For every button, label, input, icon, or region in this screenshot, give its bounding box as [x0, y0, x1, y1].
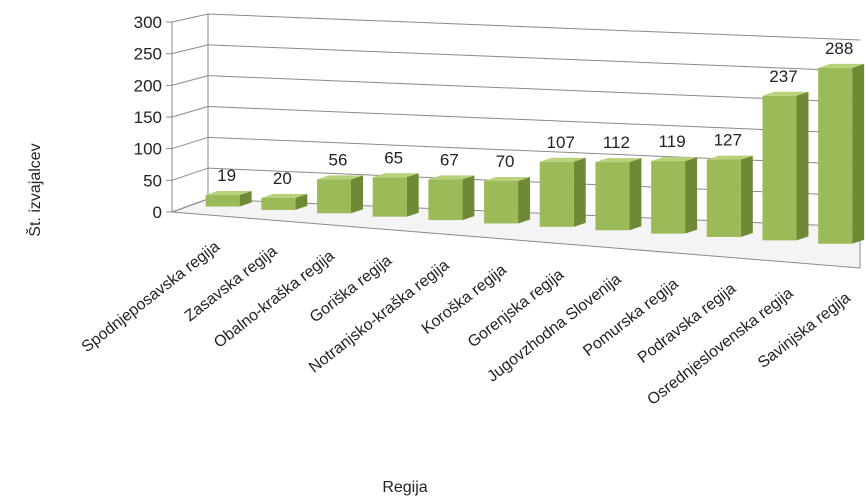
x-axis-title: Regija	[382, 479, 427, 496]
chart-walls	[171, 14, 861, 269]
bar-top	[818, 63, 865, 68]
category-label: Obalno-kraška regija	[211, 247, 338, 351]
gridline-side	[171, 44, 209, 55]
bar	[595, 158, 642, 231]
bar-front	[372, 177, 407, 217]
gridlines	[171, 13, 861, 213]
bar-side	[629, 158, 642, 231]
gridline-side	[171, 136, 209, 150]
bar	[261, 193, 308, 210]
bar-front	[205, 195, 240, 207]
bar-side	[351, 175, 364, 214]
bar	[428, 175, 475, 221]
bar-top	[595, 158, 642, 163]
bar-front	[428, 179, 463, 221]
bar-side	[685, 157, 698, 234]
y-tick-label: 100	[134, 140, 162, 159]
bar-side	[406, 173, 419, 217]
bar-side	[852, 63, 865, 244]
bar-front	[317, 179, 352, 214]
data-label: 67	[440, 150, 459, 169]
data-label: 20	[273, 169, 292, 188]
bar-top	[317, 175, 364, 180]
data-label: 119	[659, 132, 686, 151]
gridline	[207, 167, 861, 197]
bar	[762, 91, 809, 241]
gridline	[207, 75, 861, 103]
gridline-side	[171, 75, 209, 86]
y-tick-label: 150	[134, 108, 162, 127]
bar-top	[651, 157, 698, 162]
gridline	[207, 13, 861, 41]
gridline-side	[171, 167, 209, 181]
y-tick-label: 0	[153, 203, 162, 222]
bar-front	[484, 180, 519, 224]
y-tick-label: 50	[143, 171, 162, 190]
data-label: 237	[769, 67, 797, 86]
bar-top	[205, 191, 252, 196]
bar-front	[818, 67, 853, 244]
bar-front	[539, 161, 574, 227]
y-axis-title: Št. izvajalcev	[25, 143, 44, 236]
bar-front	[651, 161, 686, 234]
data-label: 19	[217, 166, 236, 185]
data-label: 70	[496, 152, 515, 171]
y-tick-label: 300	[134, 13, 162, 32]
bar	[372, 173, 419, 217]
bar-front	[762, 95, 797, 241]
bar-top	[428, 175, 475, 180]
bar-top	[539, 157, 586, 162]
bar-top	[706, 155, 753, 160]
bars	[205, 63, 865, 244]
y-tick-label: 250	[134, 45, 162, 64]
bar-top	[261, 193, 308, 198]
bar-side	[295, 193, 308, 210]
y-tick-label: 200	[134, 76, 162, 95]
bar-front	[595, 162, 630, 231]
bar	[484, 176, 531, 224]
bar-front	[706, 159, 741, 237]
bar-top	[484, 176, 531, 181]
y-axis-ticks: 0 50 100 150 200 250 300	[134, 13, 172, 222]
data-label: 288	[825, 39, 853, 58]
gridline-side	[171, 13, 209, 23]
bar-side	[239, 191, 252, 207]
data-label: 107	[547, 133, 575, 152]
bar	[539, 157, 586, 227]
bar	[651, 157, 698, 234]
data-labels: 19 20 56 65 67 70 107 112 119 127 237 288	[217, 39, 853, 188]
gridline-side	[171, 198, 209, 213]
bar	[706, 155, 753, 237]
data-label: 127	[714, 131, 742, 150]
bar	[818, 63, 865, 244]
data-label: 65	[384, 148, 403, 167]
gridline	[207, 44, 861, 72]
bar-top	[372, 173, 419, 178]
gridline	[207, 136, 861, 166]
bar-side	[518, 176, 531, 224]
bar	[205, 191, 252, 207]
bar-side	[796, 91, 809, 241]
bar-front	[261, 197, 296, 210]
bar-top	[762, 91, 809, 96]
bar	[317, 175, 364, 214]
gridline-side	[171, 106, 209, 118]
bar-side	[573, 157, 586, 227]
bar-side	[462, 175, 475, 221]
gridline	[207, 106, 861, 134]
data-label: 56	[329, 150, 348, 169]
bar-side	[740, 155, 753, 237]
data-label: 112	[603, 133, 630, 152]
